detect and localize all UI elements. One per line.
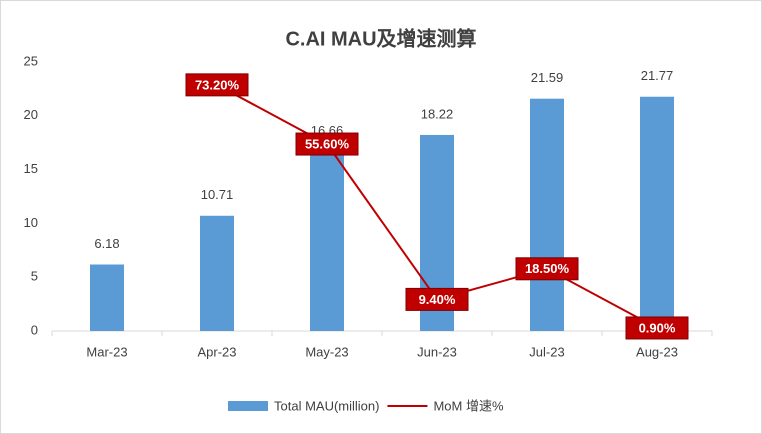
x-tick-label: Aug-23 (636, 344, 678, 359)
x-tick-label: Jun-23 (417, 344, 457, 359)
x-tick-label: Jul-23 (529, 344, 564, 359)
chart-title: C.AI MAU及增速测算 (285, 26, 476, 50)
data-label: 9.40% (419, 292, 456, 307)
bar (310, 151, 344, 331)
data-label: 21.77 (641, 68, 674, 83)
y-tick-label: 10 (24, 215, 38, 230)
bar (90, 264, 124, 331)
label-box (515, 257, 579, 281)
data-label: 21.59 (531, 70, 564, 85)
y-tick-label: 20 (24, 107, 38, 122)
data-label: 18.22 (421, 106, 454, 121)
label-box (405, 287, 469, 311)
data-label: 10.71 (201, 187, 234, 202)
data-label: 6.18 (94, 236, 119, 251)
y-tick-label: 5 (31, 269, 38, 284)
data-label: 0.90% (639, 320, 676, 335)
bar (530, 98, 564, 332)
legend-swatch (228, 401, 268, 411)
legend-label: Total MAU(million) (274, 398, 379, 413)
legend-label: MoM 增速% (433, 398, 504, 413)
label-box (295, 132, 359, 156)
x-tick-label: Apr-23 (197, 344, 236, 359)
y-tick-label: 25 (24, 53, 38, 68)
label-box (185, 73, 249, 97)
y-tick-label: 15 (24, 161, 38, 176)
data-label: 18.50% (525, 261, 570, 276)
label-box (625, 316, 689, 340)
bar (200, 215, 234, 331)
data-label: 73.20% (195, 77, 240, 92)
y-tick-label: 0 (31, 322, 38, 337)
x-tick-label: May-23 (305, 344, 348, 359)
data-label: 55.60% (305, 136, 350, 151)
bar (640, 96, 674, 332)
x-tick-label: Mar-23 (86, 344, 127, 359)
